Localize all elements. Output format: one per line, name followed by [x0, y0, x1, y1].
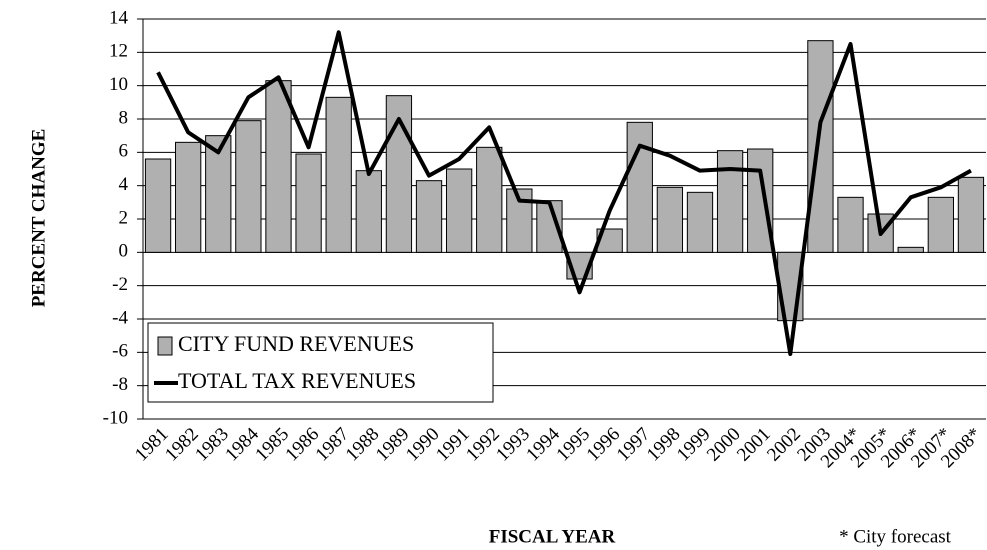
line	[156, 30, 972, 356]
legend-label: CITY FUND REVENUES	[178, 331, 414, 356]
bar	[385, 95, 413, 253]
y-tick-label: -8	[112, 374, 128, 395]
y-tick-label: 0	[119, 241, 129, 262]
y-tick-label: 4	[119, 174, 129, 195]
y-axis-label: PERCENT CHANGE	[28, 129, 49, 308]
bar	[686, 191, 714, 253]
y-tick-label: -2	[112, 274, 128, 295]
y-tick-label: -4	[112, 307, 128, 328]
bar	[355, 170, 382, 253]
legend-swatch	[157, 336, 173, 356]
bar	[415, 180, 443, 253]
bar	[837, 196, 864, 253]
bar	[445, 168, 473, 253]
bar	[656, 186, 684, 253]
legend-label: TOTAL TAX REVENUES	[178, 368, 416, 393]
footnote: * City forecast	[839, 526, 952, 547]
x-axis-label: FISCAL YEAR	[489, 526, 616, 547]
bar	[747, 148, 774, 253]
y-tick-label: -10	[103, 407, 128, 428]
bar	[235, 120, 262, 253]
bar	[807, 40, 834, 253]
y-tick-label: 8	[119, 107, 129, 128]
bar	[957, 176, 985, 253]
bar	[295, 153, 322, 253]
bar	[476, 146, 503, 253]
bar	[144, 158, 172, 253]
y-tick-label: 14	[109, 7, 129, 28]
y-tick-label: -6	[112, 341, 128, 362]
y-tick-label: 10	[109, 74, 128, 95]
bar	[205, 135, 232, 253]
y-tick-label: 2	[119, 207, 129, 228]
bar	[265, 80, 292, 253]
bar	[927, 196, 954, 253]
bar	[626, 121, 653, 253]
bar	[716, 150, 744, 253]
bar	[175, 141, 202, 253]
y-tick-label: 6	[119, 141, 129, 162]
y-tick-label: 12	[109, 41, 128, 62]
bar	[325, 96, 352, 253]
bar	[897, 246, 924, 253]
legend-box	[147, 322, 494, 403]
